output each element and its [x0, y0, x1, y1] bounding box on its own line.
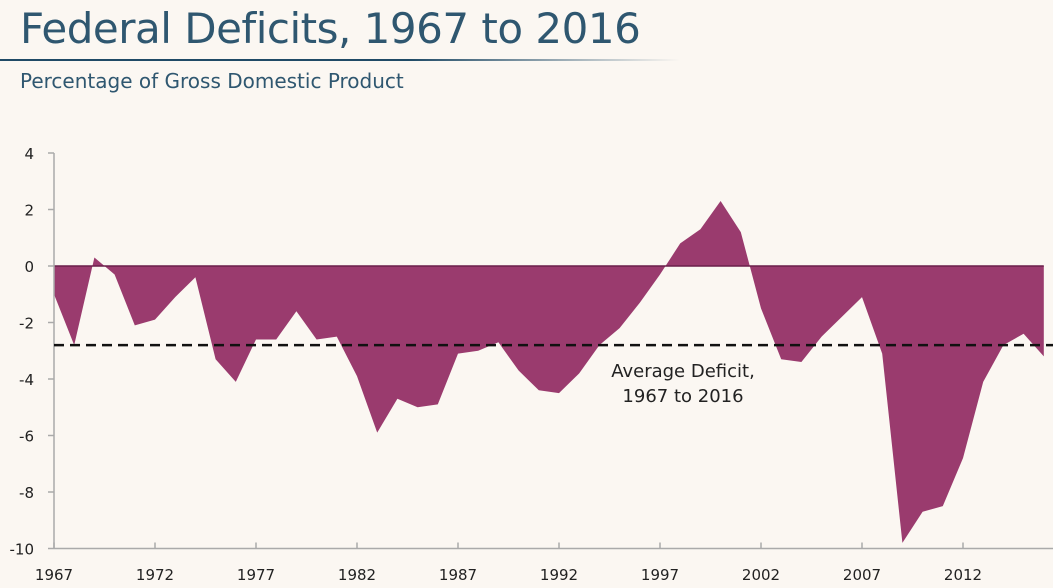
chart-subtitle: Percentage of Gross Domestic Product	[20, 69, 404, 93]
chart-title: Federal Deficits, 1967 to 2016	[20, 4, 641, 53]
deficit-area	[54, 201, 1044, 543]
x-tick-label: 1997	[641, 566, 679, 584]
y-tick-label: -6	[19, 428, 34, 446]
y-tick-label: -4	[19, 371, 34, 389]
title-divider	[0, 59, 680, 61]
x-tick-label: 2012	[944, 566, 982, 584]
average-label-line1: Average Deficit,	[611, 361, 755, 382]
x-tick-label: 2007	[843, 566, 881, 584]
x-tick-label: 1982	[338, 566, 376, 584]
x-tick-label: 1977	[237, 566, 275, 584]
average-label-line2: 1967 to 2016	[622, 386, 743, 407]
y-tick-label: -8	[19, 484, 34, 502]
y-tick-label: -10	[10, 541, 35, 559]
x-tick-label: 1967	[35, 566, 73, 584]
y-tick-label: 4	[24, 145, 34, 163]
y-tick-label: 0	[24, 258, 34, 276]
x-tick-label: 1972	[136, 566, 174, 584]
x-tick-label: 1987	[439, 566, 477, 584]
x-tick-label: 2002	[742, 566, 780, 584]
x-tick-label: 1992	[540, 566, 578, 584]
y-tick-label: 2	[24, 202, 34, 220]
y-tick-label: -2	[19, 315, 34, 333]
